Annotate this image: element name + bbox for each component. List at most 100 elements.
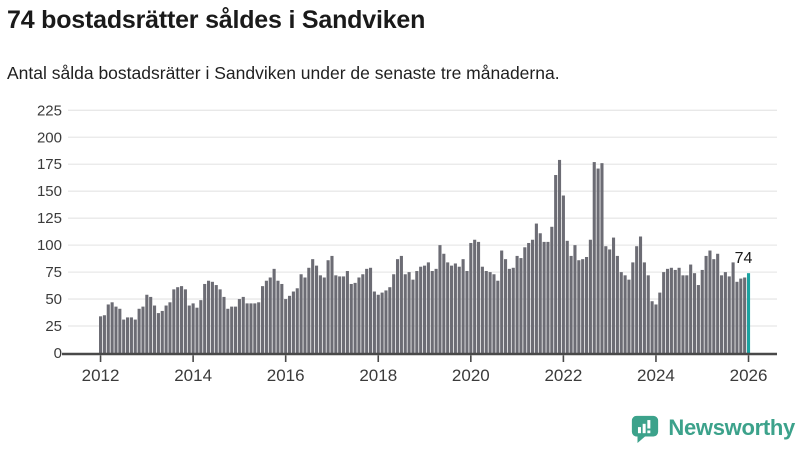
bar	[125, 317, 130, 353]
bar	[361, 274, 365, 353]
bar	[673, 269, 677, 353]
bar	[365, 268, 369, 353]
bar	[415, 271, 419, 353]
bar	[403, 274, 407, 353]
bar	[438, 245, 442, 353]
bar	[187, 305, 191, 353]
bar	[708, 250, 712, 353]
bar	[442, 253, 446, 353]
bar	[349, 283, 353, 353]
bar	[206, 280, 211, 353]
bar	[469, 242, 473, 353]
bar	[176, 287, 180, 353]
y-axis-tick-label: 225	[37, 102, 62, 119]
chart-subtitle: Antal sålda bostadsrätter i Sandviken un…	[7, 63, 560, 83]
bar	[380, 292, 384, 353]
bar	[642, 262, 646, 353]
bar	[179, 286, 184, 353]
logo-exclamation-dot	[647, 429, 651, 433]
bar	[164, 305, 168, 353]
bar	[704, 255, 708, 353]
bar	[129, 317, 133, 353]
bar	[665, 268, 670, 353]
bar	[372, 291, 376, 353]
bar	[584, 256, 589, 353]
highlight-value-label: 74	[735, 250, 753, 267]
bar	[600, 163, 604, 353]
bar	[257, 302, 261, 353]
y-axis-tick-label: 100	[37, 237, 62, 254]
bar	[739, 278, 743, 353]
bar	[700, 269, 704, 353]
bar	[388, 287, 392, 353]
bar	[565, 240, 569, 353]
bar	[476, 241, 481, 353]
bar	[419, 266, 423, 353]
x-axis-tick-label: 2018	[359, 366, 397, 385]
bar	[719, 275, 724, 353]
bar	[635, 246, 639, 353]
bar	[461, 259, 465, 353]
bar	[411, 279, 415, 353]
bar	[407, 272, 411, 353]
bar	[168, 302, 172, 353]
bar	[264, 280, 268, 353]
bar	[588, 239, 592, 353]
bar	[519, 258, 523, 353]
bar-chart: 0 25 50 75 100 125 150 175 200 225 2012 2014 2016 201…	[37, 102, 777, 385]
bar	[480, 266, 484, 353]
bar	[735, 281, 739, 353]
bar	[222, 296, 226, 353]
bar	[245, 303, 249, 353]
bar	[260, 286, 265, 353]
bar	[507, 268, 511, 353]
bar	[110, 302, 114, 353]
bar	[118, 308, 122, 353]
bar	[434, 268, 438, 353]
bar	[511, 267, 515, 353]
bar	[743, 277, 747, 353]
bar	[677, 267, 681, 353]
bar	[473, 239, 477, 353]
bar	[453, 263, 457, 353]
bar	[623, 275, 627, 353]
bar	[102, 315, 106, 353]
bar	[307, 267, 311, 353]
x-axis-tick-label: 2026	[730, 366, 768, 385]
bar	[172, 289, 176, 353]
bar	[658, 292, 662, 353]
bar	[592, 162, 596, 353]
bar	[496, 280, 500, 353]
bar	[210, 281, 214, 353]
logo-exclamation-bar	[647, 419, 651, 428]
bar	[141, 306, 145, 353]
y-axis-tick-label: 50	[45, 291, 62, 308]
bar	[696, 285, 700, 353]
bar	[611, 237, 616, 353]
bar	[619, 272, 623, 353]
bar	[357, 277, 361, 353]
bar	[291, 291, 295, 353]
bar	[716, 253, 720, 353]
bar	[152, 305, 157, 353]
bar	[284, 299, 288, 353]
bar	[280, 283, 284, 353]
bar	[203, 283, 207, 353]
bar	[303, 277, 307, 353]
bar	[503, 259, 508, 353]
newsworthy-wordmark: Newsworthy	[668, 415, 795, 440]
bar	[527, 242, 531, 353]
bar	[488, 272, 492, 353]
bar	[241, 296, 245, 353]
bar	[542, 241, 546, 353]
bar	[114, 306, 118, 353]
bar	[627, 279, 631, 353]
bar	[299, 274, 303, 353]
bar	[569, 255, 573, 353]
y-axis-tick-label: 200	[37, 129, 62, 146]
bar	[689, 264, 693, 353]
bar	[631, 262, 635, 353]
bar	[430, 271, 434, 353]
bar	[550, 226, 554, 353]
bar	[681, 275, 685, 353]
